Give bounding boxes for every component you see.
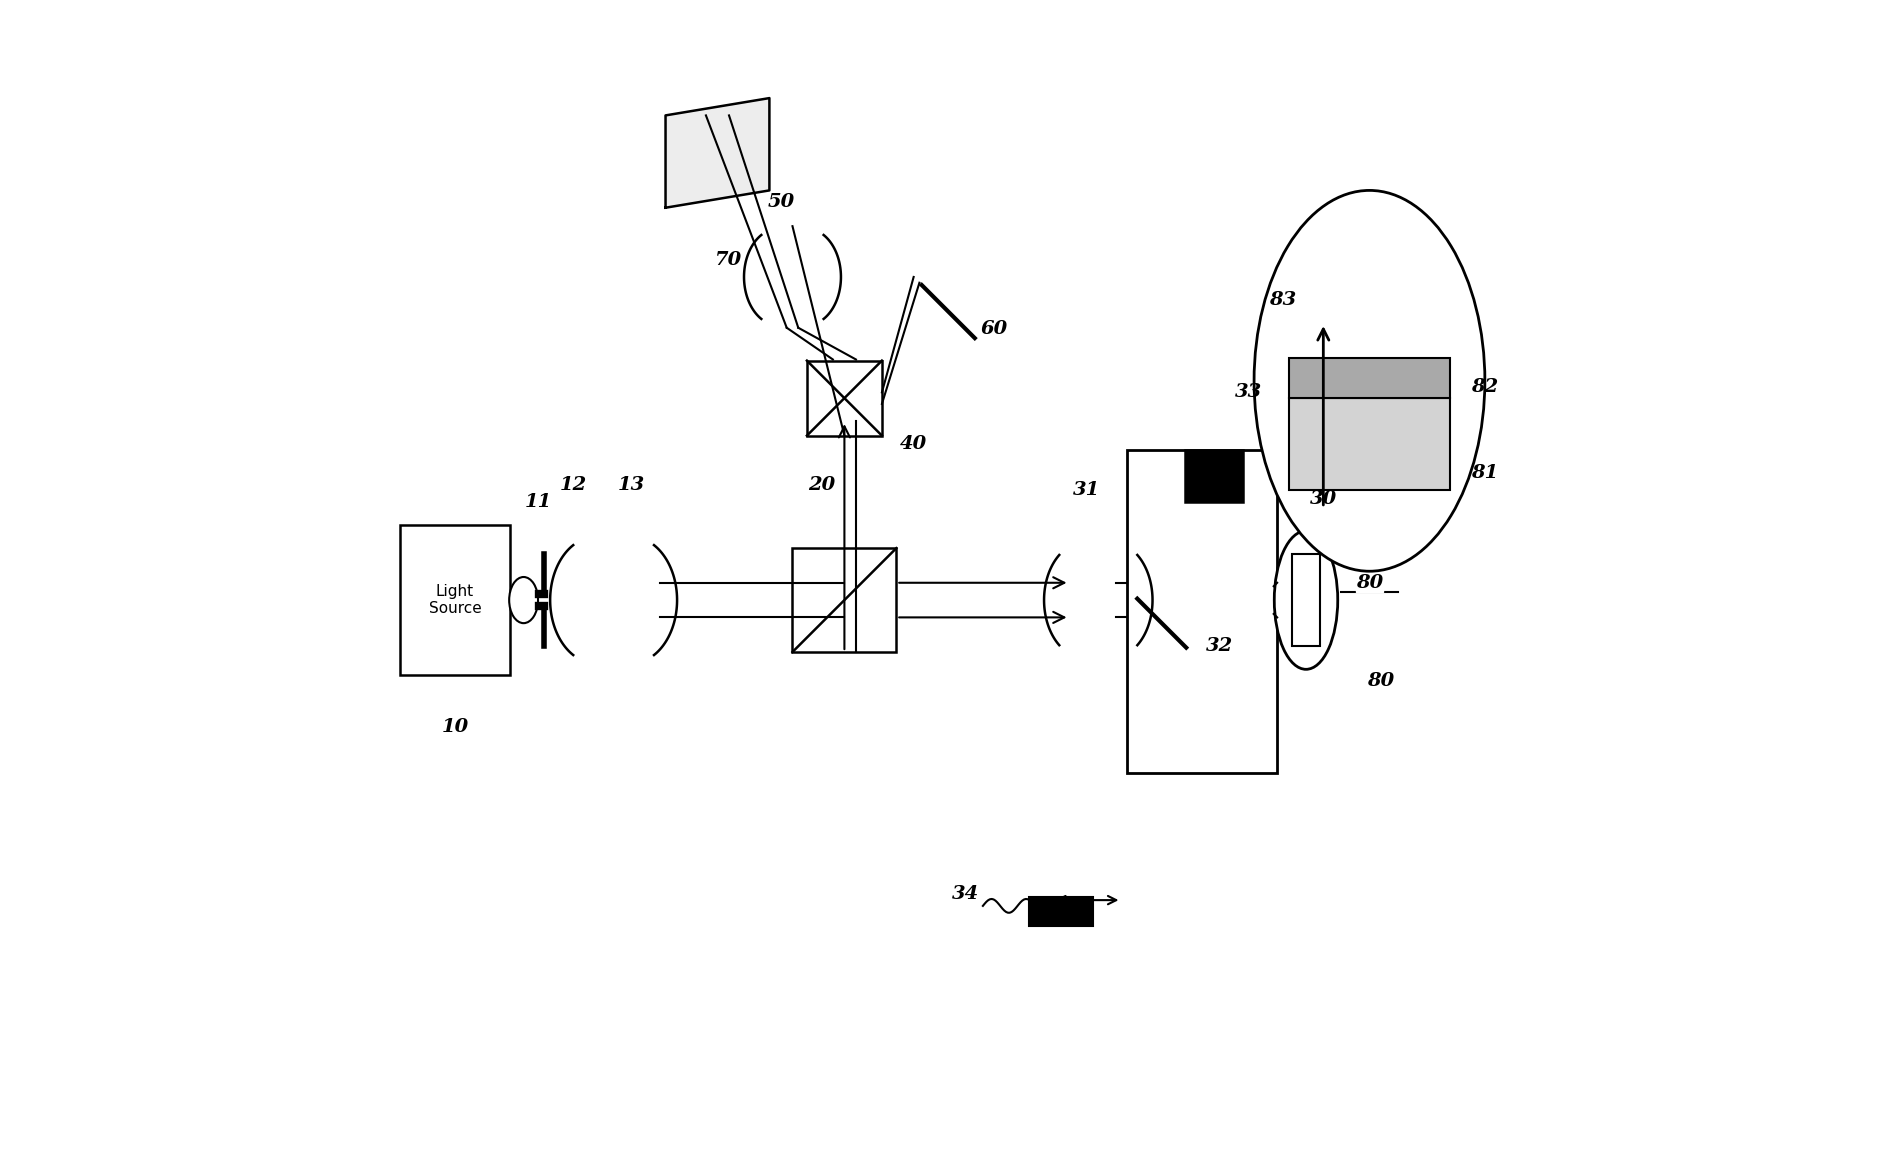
Text: 80: 80 [1367,672,1395,690]
Text: 40: 40 [899,435,927,454]
Text: 13: 13 [616,475,645,494]
Text: 81: 81 [1472,464,1499,482]
Ellipse shape [1254,190,1485,571]
Text: 10: 10 [441,718,469,736]
Text: 50: 50 [767,193,795,211]
Text: 83: 83 [1269,291,1297,309]
Bar [792,548,897,652]
Text: 60: 60 [980,320,1008,338]
Text: 11: 11 [526,493,552,511]
Text: 20: 20 [807,475,835,494]
Text: 80: 80 [1355,574,1384,592]
Text: 32: 32 [1206,637,1233,655]
Bar [1186,450,1242,502]
Text: 12: 12 [560,475,586,494]
Polygon shape [665,98,769,208]
Text: 70: 70 [716,250,743,269]
Bar [1289,398,1450,490]
Text: 30: 30 [1310,489,1336,508]
Ellipse shape [509,577,537,623]
Ellipse shape [1274,531,1338,669]
Text: Light
Source: Light Source [428,584,481,616]
Text: 33: 33 [1235,383,1261,402]
Bar [1289,358,1450,398]
Text: 34: 34 [952,885,978,904]
Text: 82: 82 [1472,377,1499,396]
Bar [400,525,509,675]
Bar [1127,450,1278,773]
Text: 31: 31 [1073,481,1101,500]
Bar [1291,554,1320,646]
Bar [807,360,882,436]
Bar [1029,897,1093,926]
